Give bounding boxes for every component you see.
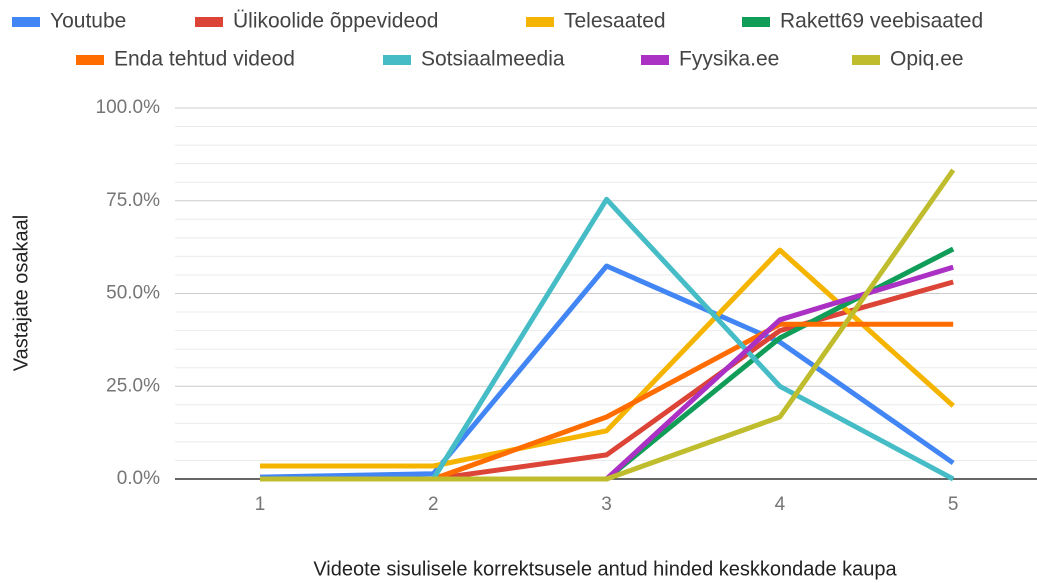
x-tick-label: 1 <box>255 494 266 515</box>
legend-label: Sotsiaalmeedia <box>421 48 565 71</box>
x-tick-label: 4 <box>775 494 786 515</box>
y-tick-label: 100.0% <box>96 97 161 118</box>
legend-swatch <box>641 55 669 65</box>
legend-swatch <box>383 55 411 65</box>
series-line <box>259 263 955 480</box>
series-line <box>260 264 954 482</box>
y-tick-label: 0.0% <box>117 468 160 489</box>
legend-label: Rakett69 veebisaated <box>780 10 983 33</box>
y-tick-label: 50.0% <box>106 283 160 304</box>
series-line <box>260 168 956 482</box>
x-tick-label: 2 <box>428 494 439 515</box>
legend-swatch <box>852 55 880 65</box>
y-axis-title: Vastajate osakaal <box>10 215 32 371</box>
x-tick-label: 3 <box>601 494 612 515</box>
legend-swatch <box>12 17 40 27</box>
legend-label: Telesaated <box>564 10 666 33</box>
series-line <box>260 196 955 482</box>
series-line <box>260 246 955 482</box>
legend-swatch <box>742 17 770 27</box>
legend-swatch <box>76 55 104 65</box>
legend-label: Youtube <box>50 10 126 33</box>
series-line <box>260 247 955 469</box>
legend-label: Opiq.ee <box>890 48 964 71</box>
legend-label: Ülikoolide õppevideod <box>233 10 438 33</box>
legend-label: Fyysika.ee <box>679 48 779 71</box>
x-axis-title: Videote sisulisele korrektsusele antud h… <box>313 558 897 580</box>
y-tick-label: 25.0% <box>106 375 160 396</box>
legend-swatch <box>526 17 554 27</box>
x-tick-label: 5 <box>948 494 959 515</box>
legend-label: Enda tehtud videod <box>114 48 295 71</box>
y-tick-label: 75.0% <box>106 190 160 211</box>
legend-swatch <box>195 17 223 27</box>
